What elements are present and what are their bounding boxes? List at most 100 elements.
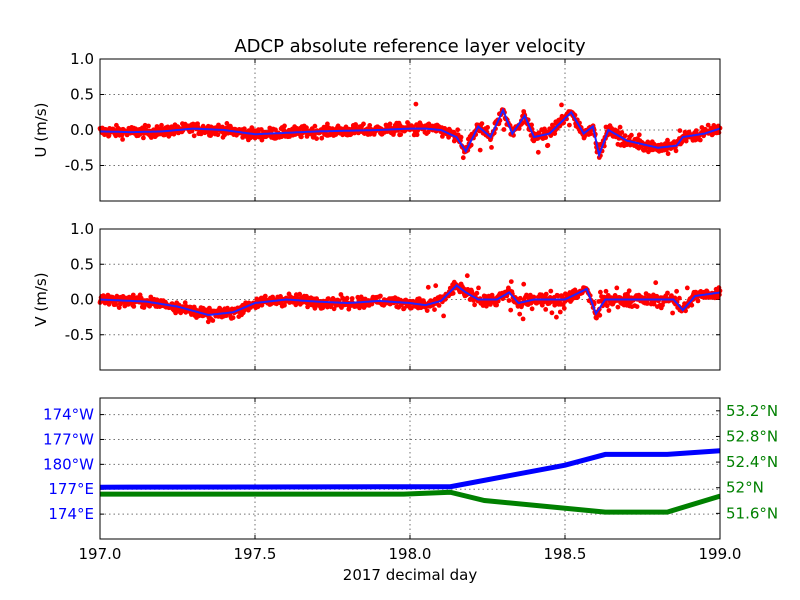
data-point	[326, 296, 331, 302]
data-point	[529, 306, 535, 312]
data-point	[501, 127, 507, 132]
data-point	[619, 130, 625, 135]
data-point	[489, 145, 494, 150]
data-point	[665, 290, 670, 296]
data-point	[120, 137, 125, 142]
data-point	[312, 305, 318, 311]
data-point	[543, 135, 549, 141]
data-point	[319, 135, 325, 141]
right-y-tick-label: 52.8°N	[726, 427, 778, 445]
y-tick-label: 0.0	[70, 121, 94, 139]
data-point	[508, 307, 514, 313]
data-point	[367, 123, 373, 128]
data-point	[617, 124, 623, 130]
data-point	[604, 303, 610, 309]
data-point	[705, 122, 711, 128]
data-point	[689, 302, 695, 308]
right-y-tick-label: 53.2°N	[726, 402, 778, 420]
data-point	[529, 122, 534, 128]
y-axis-label: U (m/s)	[32, 103, 50, 158]
data-point	[432, 307, 437, 312]
data-point	[424, 308, 430, 313]
data-point	[113, 302, 119, 307]
data-point	[299, 134, 304, 140]
data-point	[684, 285, 690, 291]
data-point	[597, 312, 603, 318]
data-point	[626, 288, 632, 294]
data-point	[520, 316, 526, 322]
data-point	[458, 134, 464, 140]
y-tick-label: -0.5	[65, 326, 94, 344]
data-point	[554, 314, 559, 320]
data-point	[413, 101, 419, 107]
data-point	[436, 303, 442, 308]
data-point	[460, 155, 466, 161]
panel-position: 174°W 177°W 180°W 177°E 174°E 53.2°N 52.8°N 52.…	[43, 397, 778, 563]
plot-frame	[99, 58, 721, 202]
x-tick-label: 198.0	[389, 545, 432, 563]
data-point	[716, 130, 722, 136]
data-point	[561, 305, 567, 311]
data-point	[693, 128, 699, 134]
panel-v-velocity: 1.0 0.5 0.0 -0.5 V (m/s)	[32, 220, 723, 371]
data-point	[414, 132, 420, 138]
left-y-tick-label: 177°W	[43, 430, 94, 448]
data-point	[670, 310, 675, 316]
data-point	[615, 304, 621, 310]
data-point	[182, 300, 188, 306]
data-point	[116, 305, 122, 310]
data-point	[559, 102, 564, 108]
data-point	[494, 302, 499, 308]
data-point	[312, 123, 318, 129]
data-point	[557, 309, 563, 315]
data-point	[472, 302, 477, 308]
y-tick-label: -0.5	[65, 157, 94, 175]
y-tick-label: 0.5	[70, 86, 94, 104]
right-y-tick-label: 52.4°N	[726, 453, 778, 471]
y-tick-label: 1.0	[70, 220, 94, 238]
chart-title: ADCP absolute reference layer velocity	[234, 36, 586, 57]
data-point	[545, 142, 551, 148]
data-point	[159, 122, 164, 128]
data-point	[425, 284, 431, 290]
data-point	[464, 273, 470, 279]
plot-frame	[99, 228, 721, 371]
left-y-tick-label: 174°W	[43, 406, 94, 424]
data-point	[378, 293, 383, 299]
smoothed-line	[99, 107, 721, 159]
data-point	[450, 290, 456, 296]
data-point	[531, 294, 537, 300]
data-point	[474, 290, 480, 296]
y-tick-label: 1.0	[70, 50, 94, 68]
data-point	[361, 121, 366, 127]
plot-frame	[99, 397, 721, 540]
data-point	[636, 132, 642, 138]
right-y-tick-label: 51.6°N	[726, 504, 778, 522]
data-point	[387, 121, 393, 127]
data-point	[131, 304, 137, 309]
data-point	[548, 288, 554, 294]
data-point	[594, 315, 599, 321]
x-tick-label: 199.0	[699, 545, 742, 563]
data-point	[622, 133, 628, 139]
data-point	[488, 302, 493, 307]
left-y-tick-label: 177°E	[48, 480, 94, 498]
data-point	[543, 307, 549, 312]
right-y-tick-label: 52°N	[726, 479, 764, 497]
data-point	[543, 291, 549, 297]
data-point	[614, 285, 620, 291]
data-point	[508, 279, 514, 284]
data-point	[665, 137, 670, 143]
data-point	[485, 125, 490, 130]
data-point	[353, 122, 358, 127]
data-point	[588, 131, 594, 137]
data-point	[215, 132, 221, 138]
data-point	[282, 302, 287, 308]
data-point	[516, 126, 522, 131]
data-point	[695, 298, 701, 304]
data-point	[282, 123, 287, 129]
y-axis-label: V (m/s)	[32, 272, 50, 326]
data-point	[521, 281, 527, 287]
data-point	[210, 318, 216, 323]
